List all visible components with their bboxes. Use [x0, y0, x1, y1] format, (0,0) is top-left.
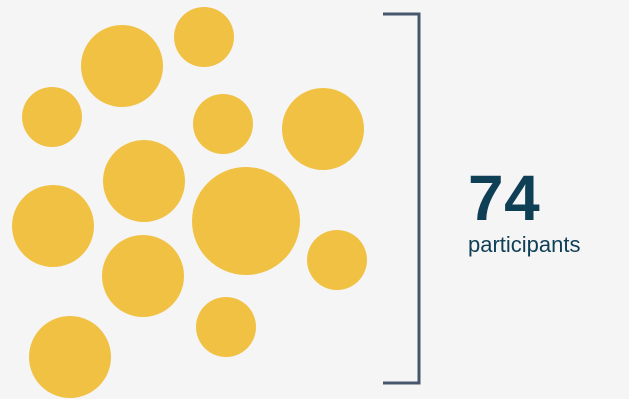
bubble — [307, 230, 367, 290]
participant-stat: 74 participants — [468, 162, 628, 258]
bubble — [174, 7, 234, 67]
bubble — [102, 235, 184, 317]
bubble-cluster — [12, 7, 367, 398]
bubble — [22, 87, 82, 147]
bubble — [196, 297, 256, 357]
bubble — [282, 88, 364, 170]
bubble — [193, 94, 253, 154]
bubble — [81, 25, 163, 107]
participant-label: participants — [468, 232, 581, 257]
bubble — [192, 167, 300, 275]
bubble — [103, 140, 185, 222]
bubble — [12, 185, 94, 267]
bracket — [383, 12, 421, 385]
bubble — [29, 316, 111, 398]
participant-count: 74 — [468, 162, 541, 234]
